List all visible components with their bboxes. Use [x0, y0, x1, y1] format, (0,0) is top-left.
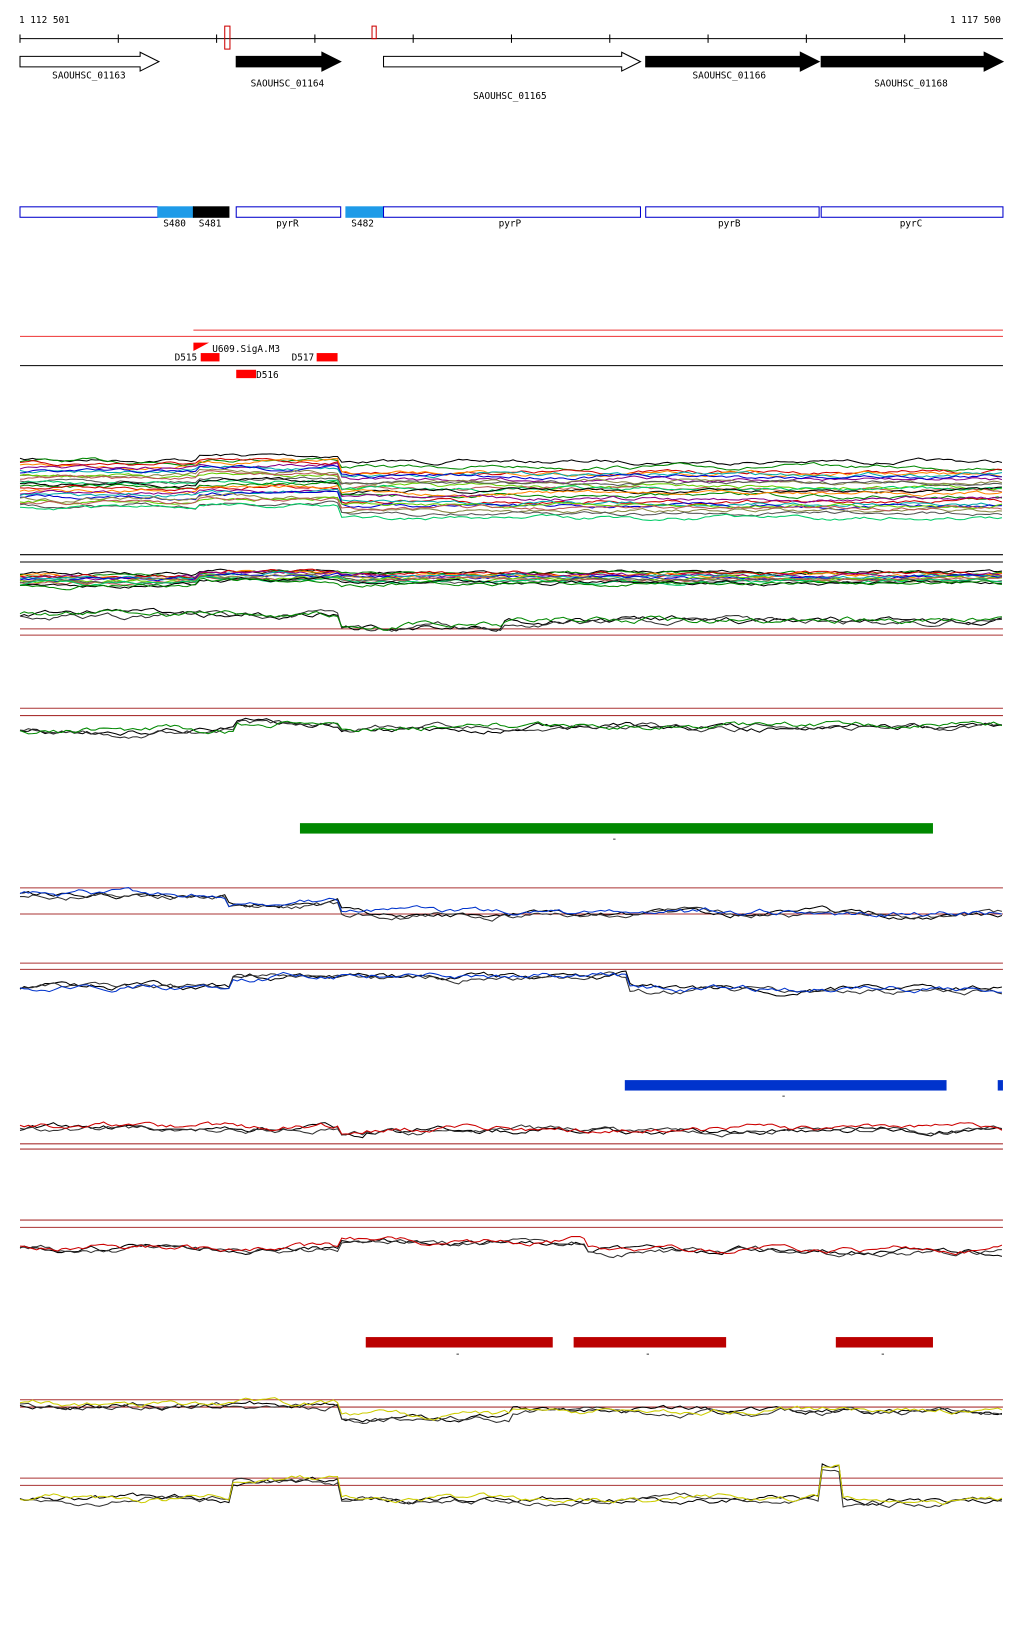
trace	[19, 496, 1003, 510]
segment-label: -	[781, 1091, 787, 1102]
trace	[19, 575, 1002, 584]
trace	[19, 502, 1003, 522]
feature-box	[192, 206, 230, 218]
feature-label: pyrB	[718, 219, 741, 230]
trace	[19, 719, 1002, 739]
trace	[19, 1469, 1002, 1509]
tss-mark	[200, 353, 220, 362]
trace	[19, 1464, 1003, 1506]
trace	[19, 464, 1002, 481]
segment-label: -	[455, 1349, 461, 1360]
trace	[19, 609, 1002, 631]
gene-arrow	[382, 51, 642, 72]
trace	[19, 971, 1003, 996]
feature-box	[645, 206, 820, 218]
segment	[624, 1080, 947, 1091]
trace	[19, 488, 1002, 507]
trace	[19, 484, 1003, 506]
feature-box	[157, 206, 194, 218]
trace	[19, 488, 1003, 504]
gene-arrow	[235, 51, 342, 72]
trace	[19, 890, 1003, 920]
ruler-start: 1 112 501	[19, 15, 70, 26]
trace	[19, 568, 1002, 580]
trace	[19, 887, 1003, 918]
feature-box	[820, 206, 1004, 218]
segment	[299, 823, 933, 834]
trace	[19, 468, 1003, 486]
feature-label: pyrP	[499, 219, 522, 230]
feature-box	[345, 206, 385, 218]
tss-label: D517	[292, 352, 315, 363]
trace	[19, 607, 1003, 632]
tss-mark	[316, 353, 338, 362]
gene-label: SAOUHSC_01168	[874, 79, 948, 90]
segment	[997, 1080, 1003, 1091]
tss-label: D515	[175, 352, 198, 363]
feature-label: S481	[199, 219, 222, 230]
tss-mark	[236, 369, 257, 379]
trace	[19, 970, 1003, 997]
trace	[19, 570, 1002, 582]
trace	[19, 577, 1002, 591]
trace	[19, 1121, 1003, 1135]
trace	[19, 971, 1002, 994]
trace	[19, 458, 1003, 478]
tss-label: D516	[256, 370, 279, 381]
traces	[19, 453, 1003, 1509]
ruler-end: 1 117 500	[950, 15, 1001, 26]
segment	[573, 1337, 727, 1348]
segment	[365, 1337, 553, 1348]
trace	[19, 479, 1003, 493]
trace	[19, 453, 1003, 466]
feature-box	[19, 206, 159, 218]
tss-label: U609.SigA.M3	[212, 344, 280, 355]
feature-label: pyrR	[276, 219, 299, 230]
genes: SAOUHSC_01163 SAOUHSC_01164 SAOUHSC_01165 S…	[19, 51, 1005, 102]
marker	[371, 25, 377, 40]
gene-arrow	[19, 51, 161, 72]
trace	[19, 1237, 1002, 1259]
trace	[19, 1397, 1003, 1421]
gene-label: SAOUHSC_01163	[52, 70, 126, 81]
feature-label: S482	[351, 219, 374, 230]
gene-label: SAOUHSC_01165	[473, 91, 547, 102]
feature-label: S480	[163, 219, 186, 230]
feature-box	[235, 206, 342, 218]
trace	[19, 465, 1003, 479]
trace	[19, 569, 1002, 581]
ruler	[19, 34, 1003, 43]
feature-box	[382, 206, 642, 218]
trace	[19, 892, 1003, 922]
trace	[19, 496, 1003, 512]
gene-label: SAOUHSC_01166	[693, 70, 767, 81]
trace	[19, 492, 1002, 514]
feature-label: pyrC	[900, 219, 923, 230]
trace	[19, 570, 1003, 581]
tss-mark	[193, 342, 210, 351]
trace	[19, 1401, 1003, 1424]
features: S480 S481 pyrR S482 pyrP pyrB pyrC	[19, 206, 1004, 230]
segment	[835, 1337, 933, 1348]
trace	[19, 476, 1002, 487]
trace	[19, 476, 1002, 496]
gene-label: SAOUHSC_01164	[251, 79, 325, 90]
segment-label: -	[880, 1349, 886, 1360]
gene-arrow	[820, 51, 1005, 72]
marker	[224, 25, 231, 50]
trace	[19, 500, 1003, 517]
gene-arrow	[645, 51, 821, 72]
segment-label: -	[612, 834, 618, 845]
trace	[19, 484, 1003, 498]
segment-label: -	[645, 1349, 651, 1360]
trace	[19, 720, 1003, 735]
trace	[19, 1235, 1003, 1256]
